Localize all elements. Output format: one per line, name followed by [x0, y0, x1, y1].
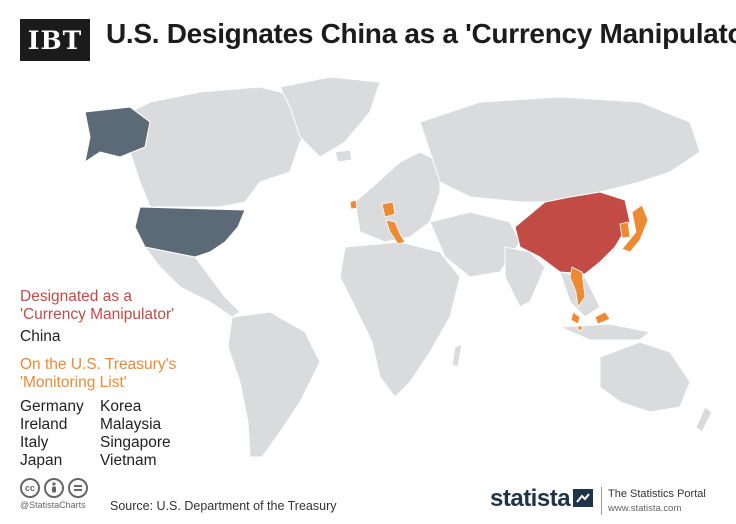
land-masses	[119, 76, 713, 458]
monitoring-country: Japan	[20, 452, 63, 469]
greenland	[279, 76, 381, 158]
nd-icon[interactable]	[68, 478, 88, 498]
monitoring-country: Vietnam	[100, 452, 157, 469]
monitoring-country: Ireland	[20, 416, 68, 433]
monitoring-countries	[349, 199, 649, 331]
map-legend: Designated as a 'Currency Manipulator' C…	[20, 288, 190, 470]
world-map	[84, 76, 713, 458]
usa-alaska	[84, 106, 151, 164]
japan	[621, 204, 649, 253]
china	[514, 191, 631, 275]
monitoring-legend-title-line1: On the U.S. Treasury's	[20, 356, 177, 373]
by-icon[interactable]	[44, 478, 64, 498]
statista-url[interactable]: www.statista.com	[608, 503, 682, 514]
malaysia	[570, 311, 581, 325]
australia	[599, 341, 691, 413]
singapore	[577, 325, 583, 331]
usa	[84, 106, 246, 258]
monitoring-country: Korea	[100, 398, 142, 415]
ibt-logo: IBT	[20, 19, 90, 61]
russia	[419, 96, 701, 203]
statistics-portal-label: The Statistics Portal	[608, 488, 706, 500]
statista-handle[interactable]: @StatistaCharts	[20, 500, 86, 510]
africa	[339, 241, 461, 398]
statista-logo[interactable]: statista	[490, 485, 571, 512]
designated-legend-title-line1: Designated as a	[20, 288, 133, 305]
monitoring-country: Germany	[20, 398, 84, 415]
monitoring-country: Malaysia	[100, 416, 162, 433]
korea	[619, 221, 631, 239]
monitoring-legend-title-line2: 'Monitoring List'	[20, 374, 127, 391]
italy	[385, 219, 406, 245]
germany	[381, 201, 396, 218]
statista-flag-icon	[573, 489, 593, 507]
europe	[354, 151, 441, 243]
monitoring-country: Singapore	[100, 434, 171, 451]
usa-mainland	[134, 206, 246, 258]
designated-legend-title-line2: 'Currency Manipulator'	[20, 306, 175, 323]
designated-country: China	[20, 328, 61, 345]
divider	[601, 487, 602, 515]
monitoring-country-list: Germany Korea Ireland Malaysia Italy Sin…	[20, 398, 190, 470]
indonesia	[559, 323, 652, 341]
ireland	[349, 199, 358, 210]
mexico	[143, 246, 241, 318]
monitoring-country: Italy	[20, 434, 49, 451]
chart-title: U.S. Designates China as a 'Currency Man…	[106, 18, 736, 49]
equals-icon	[74, 485, 82, 491]
south-america	[227, 311, 321, 458]
malaysia-borneo	[594, 311, 611, 325]
iceland	[334, 149, 353, 163]
license-icons: cc	[20, 478, 88, 498]
madagascar	[451, 343, 463, 368]
vietnam	[569, 266, 586, 309]
person-icon	[52, 482, 56, 493]
new-zealand	[695, 406, 713, 433]
cc-icon[interactable]: cc	[20, 478, 40, 498]
source-text: Source: U.S. Department of the Treasury	[110, 499, 337, 513]
canada	[119, 86, 321, 208]
